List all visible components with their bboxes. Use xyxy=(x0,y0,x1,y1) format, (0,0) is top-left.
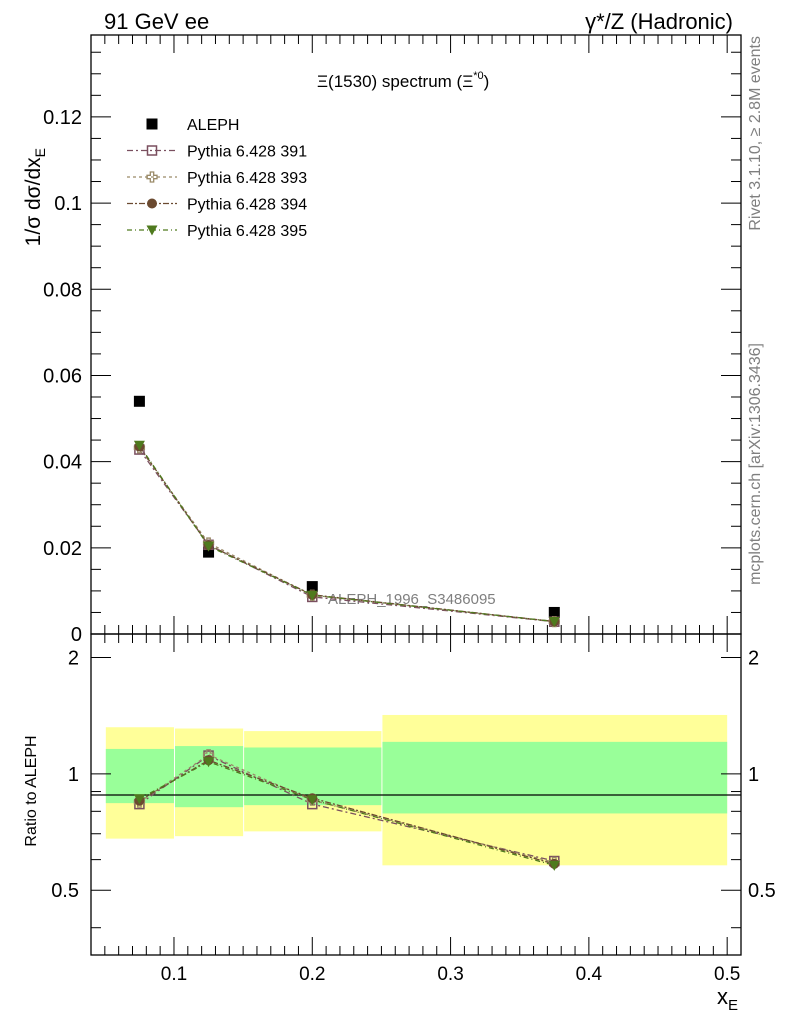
mc-point xyxy=(548,616,560,627)
x-tick-label: 0.1 xyxy=(161,964,187,985)
x-tick-label: 0.2 xyxy=(299,964,325,985)
ratio-series-line xyxy=(139,760,555,866)
ratio-panel: 0.1 0.2 0.3 0.4 0.5 0.5 0.5 1 1 2 2 xyxy=(51,633,776,985)
x-axis-label: xE xyxy=(717,984,738,1014)
ratio-tick-label: 0.5 xyxy=(51,880,79,902)
data-point xyxy=(306,581,318,593)
legend-marker xyxy=(146,171,158,183)
legend-label: Pythia 6.428 395 xyxy=(187,223,307,240)
legend: ALEPH Pythia 6.428 391 Pythia 6.428 393 Pyt… xyxy=(127,117,307,240)
ratio-point xyxy=(133,794,145,805)
y-tick-label: 0.04 xyxy=(43,452,82,474)
ratio-band-inner xyxy=(382,741,728,814)
y-tick-label: 0.08 xyxy=(43,279,82,301)
mc-point xyxy=(133,440,145,451)
y-tick-label: 0.1 xyxy=(54,193,82,215)
x-tick-label: 0.4 xyxy=(576,964,603,985)
legend-marker xyxy=(147,198,157,209)
legend-marker xyxy=(146,118,158,130)
ratio-point xyxy=(548,860,560,871)
legend-marker xyxy=(146,225,158,236)
analysis-watermark: ALEPH_1996_S3486095 xyxy=(328,591,496,608)
legend-marker xyxy=(146,145,158,156)
data-point xyxy=(133,395,145,407)
mc-point xyxy=(306,590,318,601)
y-tick-label: 0.12 xyxy=(43,107,82,129)
mc-point xyxy=(203,541,215,552)
ratio-y-axis-label: Ratio to ALEPH xyxy=(23,735,40,846)
ratio-band-inner xyxy=(105,748,174,804)
legend-label: Pythia 6.428 394 xyxy=(187,197,307,214)
series-line xyxy=(138,449,555,623)
ratio-tick-label: 2 xyxy=(748,647,759,669)
x-tick-label: 0.5 xyxy=(714,964,740,985)
ratio-series-line xyxy=(139,754,555,864)
ratio-tick-label: 1 xyxy=(68,764,79,786)
header-right-label: γ*/Z (Hadronic) xyxy=(585,9,733,34)
legend-label: Pythia 6.428 393 xyxy=(187,170,307,187)
legend-label: Pythia 6.428 391 xyxy=(187,144,307,161)
chart-title: Ξ(1530) spectrum (Ξ*0) xyxy=(317,70,489,91)
main-panel: ALEPH_1996_S3486095 0 0.02 0.04 0.06 0.08 0.1… xyxy=(43,34,742,646)
legend-label: ALEPH xyxy=(187,117,239,134)
ratio-plot-frame xyxy=(90,633,742,956)
ratio-tick-label: 1 xyxy=(748,764,759,786)
mcplots-label: mcplots.cern.ch [arXiv:1306.3436] xyxy=(747,343,764,585)
series-line xyxy=(138,444,555,623)
rivet-version-label: Rivet 3.1.10, ≥ 2.8M events xyxy=(747,36,764,231)
ratio-tick-label: 0.5 xyxy=(748,880,776,902)
y-tick-label: 0.02 xyxy=(43,538,82,560)
header-left-label: 91 GeV ee xyxy=(104,9,209,34)
ratio-point xyxy=(203,757,215,768)
data-point xyxy=(548,606,560,618)
y-tick-label: 0.06 xyxy=(43,365,82,387)
x-tick-label: 0.3 xyxy=(437,964,463,985)
y-tick-label: 0 xyxy=(71,624,82,646)
ratio-tick-label: 2 xyxy=(68,647,79,669)
y-axis-label: 1/σ dσ/dxE xyxy=(22,148,48,246)
ratio-point xyxy=(306,795,318,806)
data-point xyxy=(203,546,215,558)
